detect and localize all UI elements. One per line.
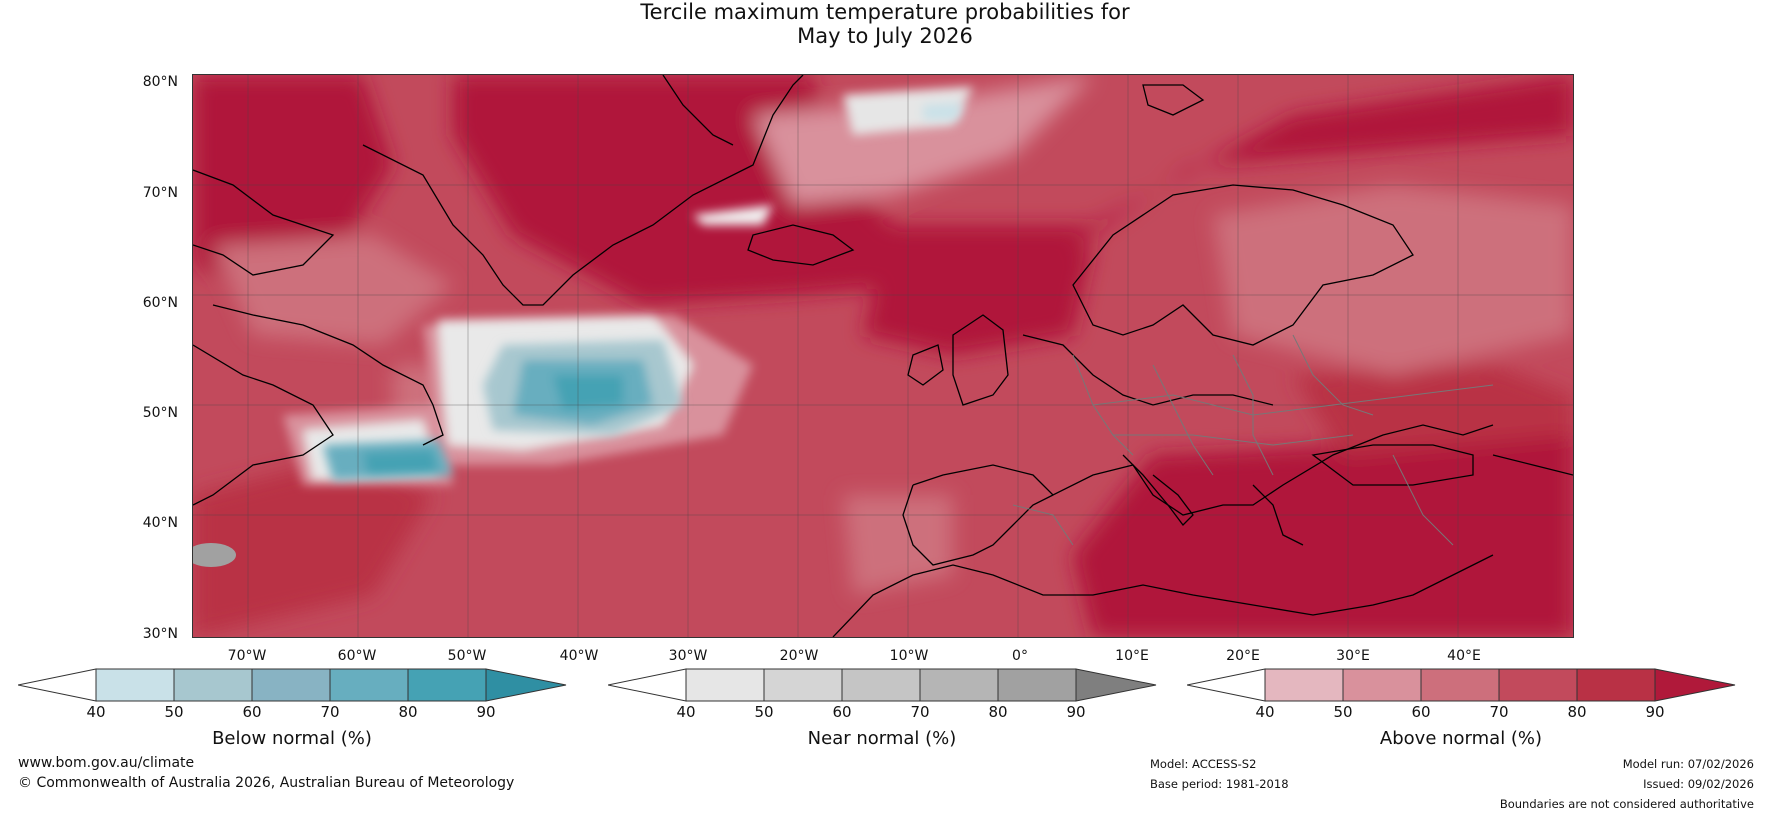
near-bin-2 [763, 668, 843, 702]
near-tick-80: 80 [988, 703, 1008, 721]
britain-coast [952, 314, 1009, 406]
footer-base-period: Base period: 1981-2018 [1150, 777, 1289, 791]
labrador-coast [212, 304, 444, 446]
lat-label-80n: 80°N [142, 74, 178, 90]
above-tick-90: 90 [1645, 703, 1665, 721]
below-bin-3 [251, 668, 331, 702]
italy-coast [1122, 454, 1194, 526]
below-normal-label: Below normal (%) [212, 728, 372, 749]
lon-label-10e: 10°E [1115, 648, 1149, 664]
north-africa-coast [832, 554, 1494, 637]
near-normal-label: Near normal (%) [807, 728, 957, 749]
lon-label-20w: 20°W [779, 648, 819, 664]
lon-label-30w: 30°W [668, 648, 708, 664]
footer-website: www.bom.gov.au/climate [18, 755, 195, 771]
title-line-2: May to July 2026 [797, 24, 973, 48]
below-bin-5 [407, 668, 487, 702]
near-tick-70: 70 [910, 703, 930, 721]
iceland-coast [747, 224, 855, 266]
below-tick-50: 50 [164, 703, 184, 721]
below-tick-90: 90 [476, 703, 496, 721]
above-bin-3 [1420, 668, 1500, 702]
country-borders [1012, 334, 1494, 546]
above-tick-70: 70 [1489, 703, 1509, 721]
above-bin-2 [1342, 668, 1422, 702]
below-bin-4 [329, 668, 409, 702]
above-extend-low [1187, 668, 1266, 702]
lon-label-60w: 60°W [337, 648, 377, 664]
ireland-coast [907, 344, 944, 386]
title-line-1: Tercile maximum temperature probabilitie… [640, 0, 1130, 24]
above-tick-50: 50 [1333, 703, 1353, 721]
black-sea-coast [1311, 444, 1474, 486]
below-tick-70: 70 [320, 703, 340, 721]
below-tick-80: 80 [398, 703, 418, 721]
lat-label-40n: 40°N [142, 515, 178, 531]
map-canvas [193, 75, 1573, 637]
north-america-coast [193, 344, 334, 506]
med-north-coast [912, 424, 1494, 516]
near-tick-40: 40 [676, 703, 696, 721]
lat-label-70n: 70°N [142, 185, 178, 201]
below-tick-40: 40 [86, 703, 106, 721]
above-tick-80: 80 [1567, 703, 1587, 721]
near-normal-colorbar [608, 668, 1157, 702]
iberia-coast [902, 484, 1054, 566]
footer-copyright: © Commonwealth of Australia 2026, Austra… [18, 775, 515, 791]
greenland-coast [362, 75, 804, 306]
footer-disclaimer: Boundaries are not considered authoritat… [1499, 797, 1754, 811]
baffin-coast [193, 169, 335, 276]
near-tick-60: 60 [832, 703, 852, 721]
probability-field [193, 75, 1573, 637]
above-normal-label: Above normal (%) [1379, 728, 1543, 749]
lat-label-50n: 50°N [142, 405, 178, 421]
below-normal-colorbar [18, 668, 567, 702]
footer-issued: Issued: 09/02/2026 [1643, 777, 1754, 791]
near-bin-3 [841, 668, 921, 702]
lon-label-50w: 50°W [447, 648, 487, 664]
below-bin-2 [173, 668, 253, 702]
lon-label-40w: 40°W [559, 648, 599, 664]
below-normal-region [323, 103, 963, 480]
lon-label-40e: 40°E [1447, 648, 1481, 664]
svalbard-coast [1142, 84, 1205, 116]
scandinavia-coast [1072, 184, 1414, 346]
near-tick-90: 90 [1066, 703, 1086, 721]
footer-model: Model: ACCESS-S2 [1150, 757, 1257, 771]
near-bin-1 [685, 668, 765, 702]
near-extend-high [1075, 668, 1157, 702]
near-bin-4 [919, 668, 999, 702]
lat-label-60n: 60°N [142, 295, 178, 311]
grey-patch [193, 543, 236, 567]
below-extend-high [485, 668, 567, 702]
footer-model-run: Model run: 07/02/2026 [1622, 757, 1754, 771]
above-tick-40: 40 [1255, 703, 1275, 721]
above-normal-colorbar [1187, 668, 1736, 702]
above-bin-5 [1576, 668, 1656, 702]
lon-label-10w: 10°W [889, 648, 929, 664]
below-extend-low [18, 668, 97, 702]
lon-label-70w: 70°W [227, 648, 267, 664]
balkans-coast [1252, 484, 1304, 546]
near-tick-50: 50 [754, 703, 774, 721]
map-title: Tercile maximum temperature probabilitie… [0, 0, 1770, 48]
lon-label-30e: 30°E [1336, 648, 1370, 664]
near-extend-low [608, 668, 687, 702]
lon-label-20e: 20°E [1226, 648, 1260, 664]
below-bin-1 [95, 668, 175, 702]
north-europe-coast [1022, 334, 1274, 406]
above-bin-1 [1264, 668, 1344, 702]
coastlines [193, 75, 1573, 637]
above-tick-60: 60 [1411, 703, 1431, 721]
near-bin-5 [997, 668, 1077, 702]
probability-map [192, 74, 1574, 638]
above-bin-4 [1498, 668, 1578, 702]
below-tick-60: 60 [242, 703, 262, 721]
above-extend-high [1654, 668, 1736, 702]
lat-label-30n: 30°N [142, 626, 178, 642]
lon-label-0: 0° [1012, 648, 1028, 664]
